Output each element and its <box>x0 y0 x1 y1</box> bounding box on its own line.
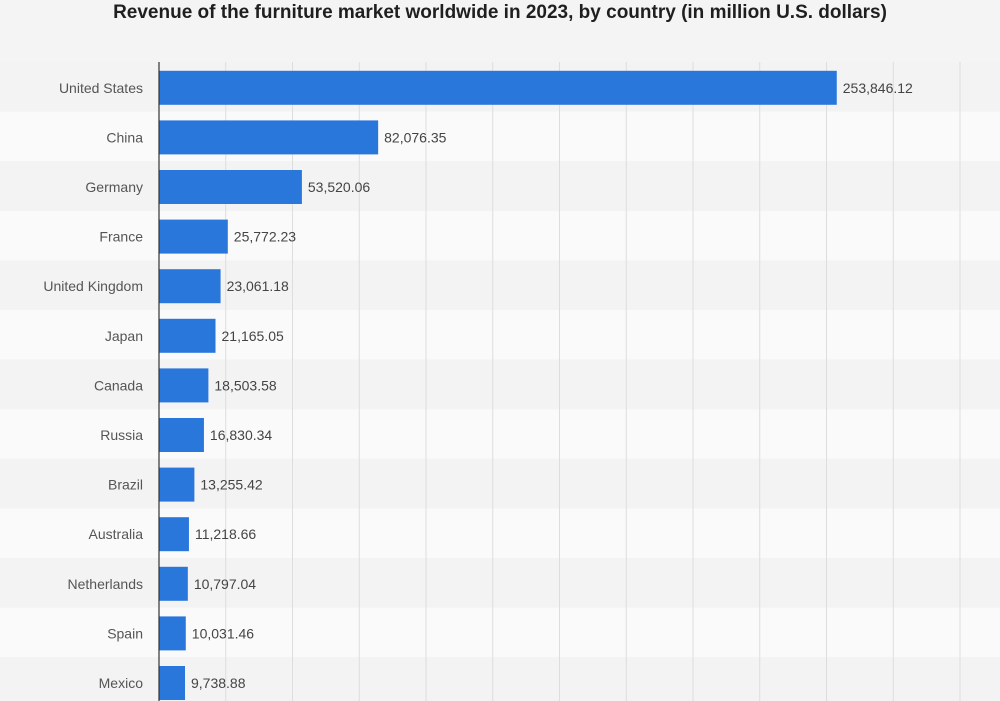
gridlines <box>225 62 961 701</box>
category-label: Japan <box>105 328 143 344</box>
category-label: Brazil <box>108 477 143 493</box>
category-label: Spain <box>107 625 143 641</box>
labels: United States 253,846.12 China 82,076.35 Ger… <box>43 80 913 691</box>
category-label: Australia <box>89 526 144 542</box>
bar <box>159 517 189 552</box>
category-label: Germany <box>85 179 143 195</box>
bar <box>159 219 228 254</box>
value-label: 18,503.58 <box>214 377 276 393</box>
bar <box>159 418 204 452</box>
row-band <box>0 558 1000 608</box>
row-band <box>0 657 1000 701</box>
category-label: France <box>99 229 143 245</box>
category-label: United Kingdom <box>43 278 143 294</box>
category-label: Russia <box>100 427 143 443</box>
value-label: 25,772.23 <box>234 229 296 245</box>
row-band <box>0 458 1000 509</box>
row-band <box>0 359 1000 410</box>
value-label: 53,520.06 <box>308 179 370 195</box>
row-band <box>0 409 1000 459</box>
chart-title: Revenue of the furniture market worldwid… <box>113 2 887 23</box>
row-band <box>0 260 1000 310</box>
row-band <box>0 210 1000 261</box>
bars <box>159 70 837 700</box>
row-band <box>0 607 1000 658</box>
bar <box>159 666 186 700</box>
row-band <box>0 310 1000 360</box>
bar <box>159 467 195 502</box>
bar <box>159 269 221 304</box>
value-label: 13,255.42 <box>200 477 262 493</box>
value-label: 10,031.46 <box>192 625 254 641</box>
bar <box>159 120 379 155</box>
bar <box>159 616 186 651</box>
value-label: 10,797.04 <box>194 576 256 592</box>
category-label: Mexico <box>99 675 144 691</box>
category-label: United States <box>59 80 143 96</box>
bar <box>159 318 216 353</box>
value-label: 16,830.34 <box>210 427 272 443</box>
value-label: 21,165.05 <box>222 328 284 344</box>
value-label: 253,846.12 <box>843 80 913 96</box>
row-band <box>0 111 1000 162</box>
value-label: 9,738.88 <box>191 675 246 691</box>
value-label: 23,061.18 <box>227 278 289 294</box>
value-label: 82,076.35 <box>384 129 446 145</box>
bar <box>159 170 302 204</box>
bar <box>159 566 188 601</box>
row-band <box>0 161 1000 211</box>
row-band <box>0 508 1000 558</box>
bar <box>159 368 209 403</box>
bar <box>159 70 837 105</box>
row-bands <box>0 62 1000 701</box>
category-label: China <box>106 129 143 145</box>
value-label: 11,218.66 <box>195 526 256 542</box>
category-label: Netherlands <box>68 576 144 592</box>
category-label: Canada <box>94 377 143 393</box>
